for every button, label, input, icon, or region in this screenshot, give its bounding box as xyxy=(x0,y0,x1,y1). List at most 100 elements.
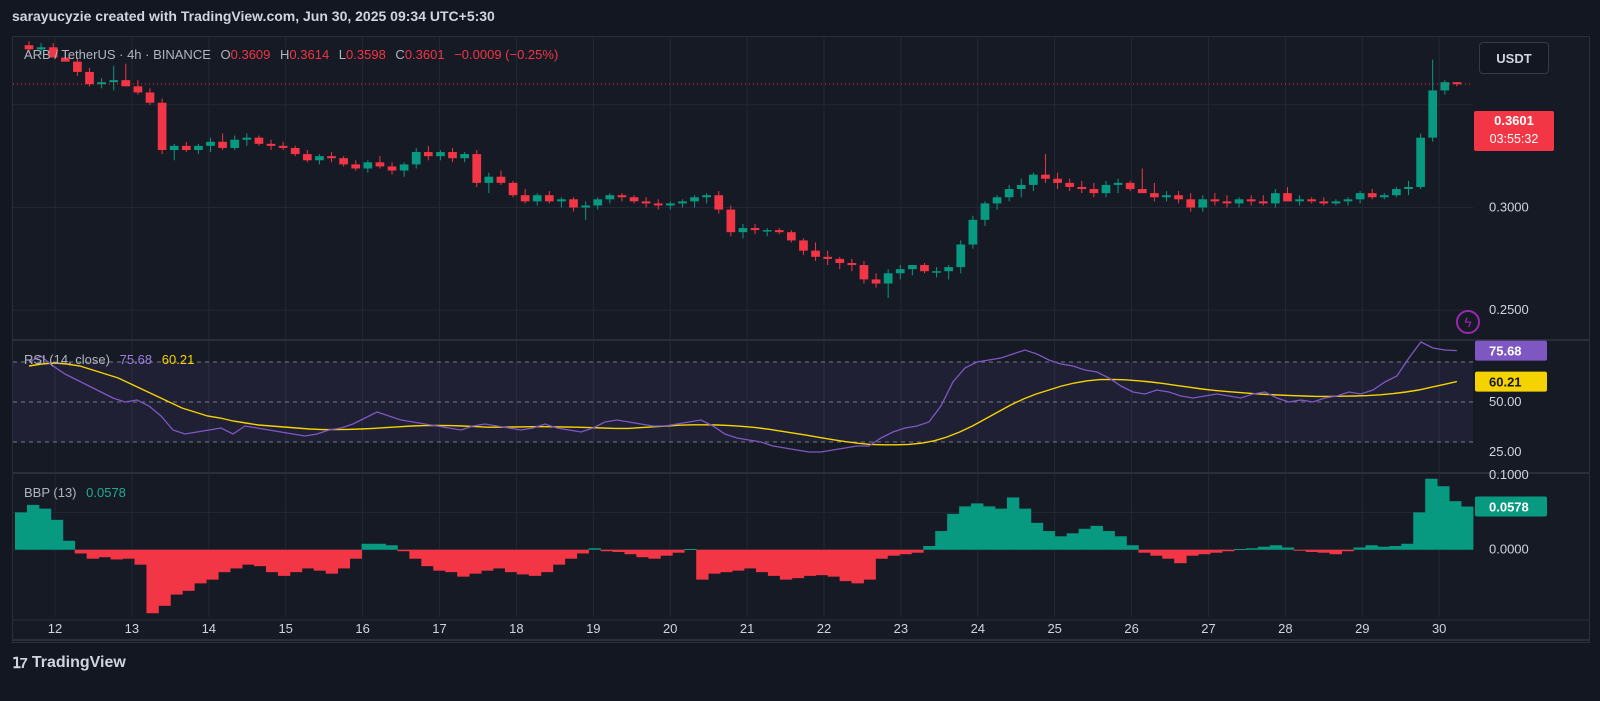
candle-body xyxy=(157,102,167,150)
candle-body xyxy=(1283,193,1292,202)
bbp-bar xyxy=(445,549,458,573)
bbp-pane xyxy=(15,478,1474,614)
candle-body xyxy=(1101,184,1111,194)
bbp-bar xyxy=(230,549,243,569)
bbp-bar xyxy=(1317,549,1330,553)
bbp-bar xyxy=(935,531,948,550)
bbp-bar xyxy=(206,549,219,580)
bbp-bar xyxy=(696,549,709,580)
candle-body xyxy=(653,203,663,206)
bbp-bar xyxy=(313,549,327,571)
chart-frame[interactable]: 0.3000 0.2500 50.00 25.00 0.1000 0.0000 75.68 6… xyxy=(12,36,1590,643)
candle-body xyxy=(629,197,639,202)
bbp-bar xyxy=(373,543,386,550)
candle-body xyxy=(908,265,917,270)
bbp-label[interactable]: BBP (13) xyxy=(24,485,77,500)
time-axis-label: 24 xyxy=(971,621,985,636)
candle-body xyxy=(387,166,397,171)
time-axis-label: 19 xyxy=(586,621,600,636)
rsi-value: 75.68 xyxy=(119,352,153,367)
rsi-axis-label: 25.00 xyxy=(1489,444,1522,459)
bbp-value-tag-bg xyxy=(1475,496,1547,517)
bbp-bar xyxy=(385,545,398,550)
rsi-ma-tag-bg xyxy=(1475,371,1547,392)
bbp-bar xyxy=(62,540,76,550)
bbp-bar xyxy=(74,549,88,554)
candle-body xyxy=(1379,195,1389,198)
chart-canvas[interactable]: 0.3000 0.2500 50.00 25.00 0.1000 0.0000 75.68 6… xyxy=(13,37,1589,642)
bbp-bar xyxy=(959,506,972,550)
bbp-bar xyxy=(409,549,422,559)
bbp-bar xyxy=(839,549,852,582)
candle-body xyxy=(73,61,82,72)
bbp-bar xyxy=(636,549,649,558)
candle-body xyxy=(1319,201,1329,204)
bbp-bar xyxy=(1138,549,1151,553)
bbp-bar xyxy=(1222,549,1235,552)
symbol-label[interactable]: ARB / TetherUS · 4h · BINANCE xyxy=(24,47,211,62)
candle-body xyxy=(181,145,191,150)
bbp-bar xyxy=(815,549,829,576)
bbp-bar xyxy=(720,549,733,573)
bbp-bar xyxy=(612,549,625,552)
candle-body xyxy=(109,80,119,83)
bbp-bar xyxy=(1198,549,1211,555)
bbp-bar xyxy=(325,549,339,574)
bbp-bar xyxy=(1006,497,1020,550)
price-axis-label: 0.3000 xyxy=(1489,200,1529,215)
candle-body xyxy=(1053,178,1062,183)
bbp-bar xyxy=(851,549,864,584)
candle-body xyxy=(315,156,324,161)
candle-body xyxy=(1440,82,1450,91)
bbp-bar xyxy=(564,549,578,559)
bbp-bar xyxy=(1353,547,1366,550)
bbp-bar xyxy=(1377,546,1390,550)
candle-body xyxy=(1210,199,1220,202)
bbp-bar xyxy=(803,549,817,576)
lightning-icon[interactable]: ϟ xyxy=(1456,310,1480,334)
bbp-bar xyxy=(672,549,685,553)
bbp-bar xyxy=(732,549,745,571)
rsi-legend: RSI (14, close) 75.68 60.21 xyxy=(24,352,194,367)
time-axis-label: 12 xyxy=(48,621,62,636)
candle-body xyxy=(411,152,421,165)
candle-body xyxy=(1428,90,1438,138)
time-axis-label: 15 xyxy=(278,621,292,636)
bbp-bar xyxy=(516,549,530,575)
bbp-bar xyxy=(433,549,446,571)
time-axis-label: 22 xyxy=(817,621,831,636)
rsi-ma-line xyxy=(28,362,1458,446)
time-axis-label: 30 xyxy=(1432,621,1446,636)
bbp-axis-label: 0.0000 xyxy=(1489,542,1529,557)
time-axis-label: 18 xyxy=(509,621,523,636)
rsi-line xyxy=(28,341,1457,453)
bbp-bar xyxy=(779,549,793,580)
bar-countdown: 03:55:32 xyxy=(1489,132,1539,146)
open-key: O xyxy=(220,47,231,62)
candle-body xyxy=(569,199,578,208)
bbp-bar xyxy=(1245,548,1259,550)
candle-body xyxy=(786,232,796,241)
bbp-bar xyxy=(552,549,566,565)
tradingview-logo[interactable]: 𝟣7 TradingView xyxy=(12,654,126,672)
bbp-bar xyxy=(1341,549,1354,552)
bbp-value-tag: 0.0578 xyxy=(1489,500,1529,515)
bbp-bar xyxy=(1233,548,1247,550)
candle-body xyxy=(678,201,687,204)
bbp-bar xyxy=(361,543,374,550)
rsi-label[interactable]: RSI (14, close) xyxy=(24,352,110,367)
bbp-bar xyxy=(469,549,482,574)
candle-body xyxy=(1089,189,1099,194)
price-axis-label: 0.2500 xyxy=(1489,302,1529,317)
candle-body xyxy=(738,228,748,233)
candle-body xyxy=(811,250,820,257)
candle-body xyxy=(423,152,433,157)
candle-body xyxy=(1113,182,1123,185)
rsi-value-tag-bg xyxy=(1475,340,1547,361)
bbp-bar xyxy=(767,549,781,576)
bbp-bar xyxy=(397,549,410,552)
currency-button[interactable]: USDT xyxy=(1479,42,1549,74)
bbp-bar xyxy=(457,549,470,577)
last-price-value: 0.3601 xyxy=(1494,113,1534,128)
bbp-bar xyxy=(218,549,231,573)
